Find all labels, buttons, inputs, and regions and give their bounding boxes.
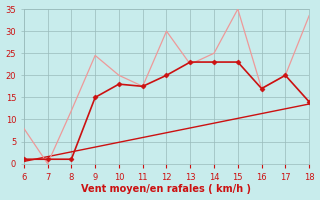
X-axis label: Vent moyen/en rafales ( km/h ): Vent moyen/en rafales ( km/h ) — [82, 184, 252, 194]
